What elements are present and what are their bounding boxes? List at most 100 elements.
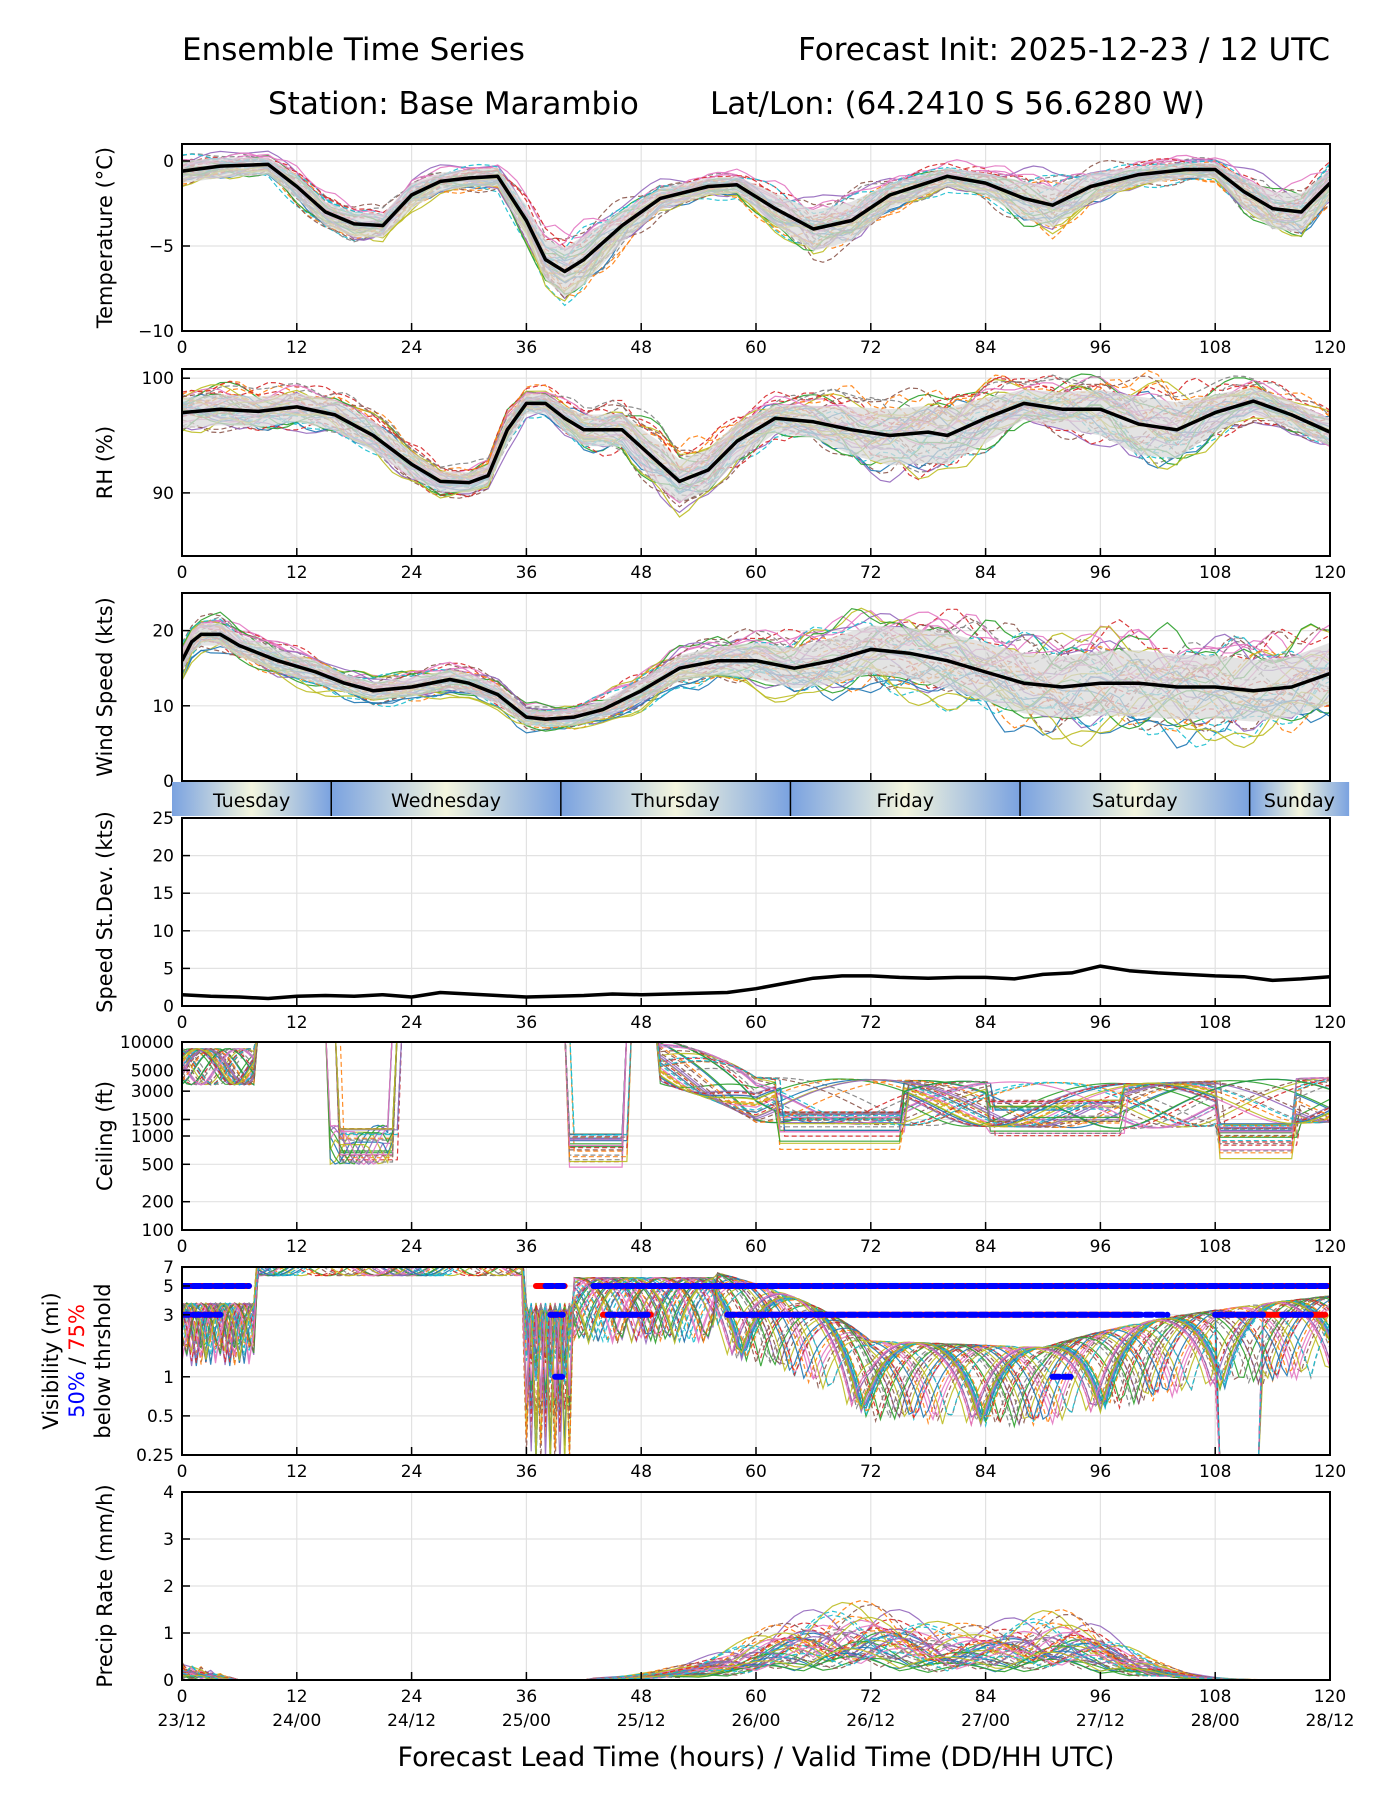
vis-label-sep: / (65, 1351, 89, 1371)
wind-spread (182, 623, 1330, 728)
day-segment (331, 782, 561, 816)
precip-member (182, 1648, 1330, 1680)
panel-temperature: 0−5−100 12 24 36 48 60 72 84 96 108 120Temperature… (93, 143, 1346, 358)
temperature-xtick-label: 36 (516, 338, 538, 358)
visibility-member (182, 1267, 1330, 1428)
speed_sd-xtick-label: 36 (516, 1013, 538, 1033)
visibility-ytick-label: 5 (163, 1277, 174, 1297)
valid-time-label: 27/00 (961, 1711, 1010, 1731)
visibility-ytick-label: 0.5 (147, 1407, 174, 1427)
temperature-yticks: 0 −5 −10 (138, 152, 190, 342)
visibility-xtick-label: 36 (516, 1462, 538, 1482)
visibility-plot (182, 1267, 1330, 1455)
rh-xtick-label: 120 (1314, 563, 1346, 583)
precip-member (182, 1635, 1330, 1680)
rh-yticks: 100 90 (142, 369, 190, 504)
day-label: Sunday (1264, 790, 1335, 812)
rh-xtick-label: 84 (975, 563, 997, 583)
rh-xtick-label: 96 (1090, 563, 1112, 583)
rh-plot (182, 370, 1330, 518)
day-label: Saturday (1092, 790, 1178, 812)
visibility-xtick-label: 48 (630, 1462, 652, 1482)
ceiling-ytick-label: 200 (142, 1193, 174, 1213)
precip-ytick-label: 2 (163, 1577, 174, 1597)
ceiling-member (182, 1042, 1330, 1130)
visibility-ylabel-pct: 50% / 75% (65, 1304, 89, 1418)
temperature-spread (182, 157, 1330, 297)
rh-member (182, 375, 1330, 473)
precip-xtick-label: 120 (1314, 1687, 1346, 1707)
valid-time-label: 25/00 (502, 1711, 551, 1731)
temperature-xtick-label: 96 (1090, 338, 1112, 358)
day-segment (1249, 782, 1350, 816)
day-segment (1020, 782, 1250, 816)
precip-yticks: 0 1 2 3 4 (163, 1483, 190, 1691)
ceiling-ytick-label: 3000 (131, 1082, 174, 1102)
precip-member (182, 1651, 1330, 1680)
ceiling-xtick-label: 36 (516, 1237, 538, 1257)
speed_sd-xtick-label: 12 (286, 1013, 308, 1033)
day-label: Thursday (630, 790, 719, 812)
precip-xtick-label: 12 (286, 1687, 308, 1707)
day-band: Tuesday Wednesday Thursday Friday Saturday Su… (172, 782, 1350, 816)
visibility-yticks: 75 3 1 0.5 0.25 (136, 1258, 190, 1466)
precip-xtick-label: 24 (401, 1687, 423, 1707)
visibility-ytick-label: 7 (163, 1258, 174, 1278)
speed_sd-xtick-label: 108 (1199, 1013, 1231, 1033)
speed_sd-ytick-label: 15 (152, 884, 174, 904)
x-axis-title: Forecast Lead Time (hours) / Valid Time … (398, 1742, 1115, 1773)
ceiling-ytick-label: 1000 (131, 1127, 174, 1147)
wind-ytick-label: 20 (152, 622, 174, 642)
visibility-member (182, 1267, 1330, 1455)
precip-member (182, 1633, 1330, 1680)
ceiling-ytick-label: 5000 (131, 1061, 174, 1081)
speed_sd-xtick-label: 24 (401, 1013, 423, 1033)
rh-ylabel: RH (%) (93, 426, 117, 499)
station-label: Station: Base Marambio (268, 86, 639, 122)
visibility-ytick-label: 3 (163, 1306, 174, 1326)
chart-title: Ensemble Time Series (182, 32, 525, 68)
ceiling-xtick-label: 60 (745, 1237, 767, 1257)
temperature-xtick-label: 12 (286, 338, 308, 358)
visibility-xtick-label: 108 (1199, 1462, 1231, 1482)
rh-member (182, 403, 1330, 498)
rh-member (182, 378, 1330, 474)
ceiling-xtick-label: 108 (1199, 1237, 1231, 1257)
visibility-member (182, 1267, 1330, 1455)
visibility-member (182, 1267, 1330, 1455)
rh-xtick-label: 12 (286, 563, 308, 583)
rh-xtick-label: 108 (1199, 563, 1231, 583)
ceiling-member (182, 1042, 1330, 1158)
valid-time-label: 26/00 (732, 1711, 781, 1731)
visibility-xtick-label: 72 (860, 1462, 882, 1482)
ceiling-ytick-label: 10000 (120, 1033, 174, 1053)
speed_sd-ytick-label: 10 (152, 922, 174, 942)
panel-visibility: 75 3 1 0.5 0.250 12 24 36 48 60 72 84 96 108 120 Visibi… (39, 1258, 1346, 1482)
visibility-ytick-label: 0.25 (136, 1446, 174, 1466)
visibility-ylabel: Visibility (mi) (39, 1292, 63, 1429)
visibility-member (182, 1267, 1330, 1455)
speed_sd-grid (181, 818, 1331, 1006)
precip-xtick-label: 36 (516, 1687, 538, 1707)
precip-ytick-label: 0 (163, 1671, 174, 1691)
speed_sd-xtick-label: 0 (177, 1013, 188, 1033)
speed_sd-ytick-label: 5 (163, 959, 174, 979)
ceiling-member (182, 1042, 1330, 1166)
rh-spread (182, 387, 1330, 503)
ceiling-ytick-label: 1500 (131, 1110, 174, 1130)
panel-wind: 0102001224364860728496108120Wind Speed (… (93, 592, 1346, 808)
visibility-xtick-label: 24 (401, 1462, 423, 1482)
wind-plot (182, 607, 1330, 749)
speed_sd-ensemble-mean (182, 964, 1330, 1001)
valid-time-label: 24/00 (272, 1711, 321, 1731)
speed_sd-xtick-label: 48 (630, 1013, 652, 1033)
precip-member (182, 1601, 1330, 1680)
valid-time-label: 25/12 (617, 1711, 666, 1731)
precip-member (182, 1640, 1330, 1680)
precip-ytick-label: 3 (163, 1530, 174, 1550)
speed_sd-plot (182, 964, 1330, 1001)
ceiling-member (182, 1042, 1330, 1157)
temperature-xtick-label: 48 (630, 338, 652, 358)
rh-xtick-label: 48 (630, 563, 652, 583)
